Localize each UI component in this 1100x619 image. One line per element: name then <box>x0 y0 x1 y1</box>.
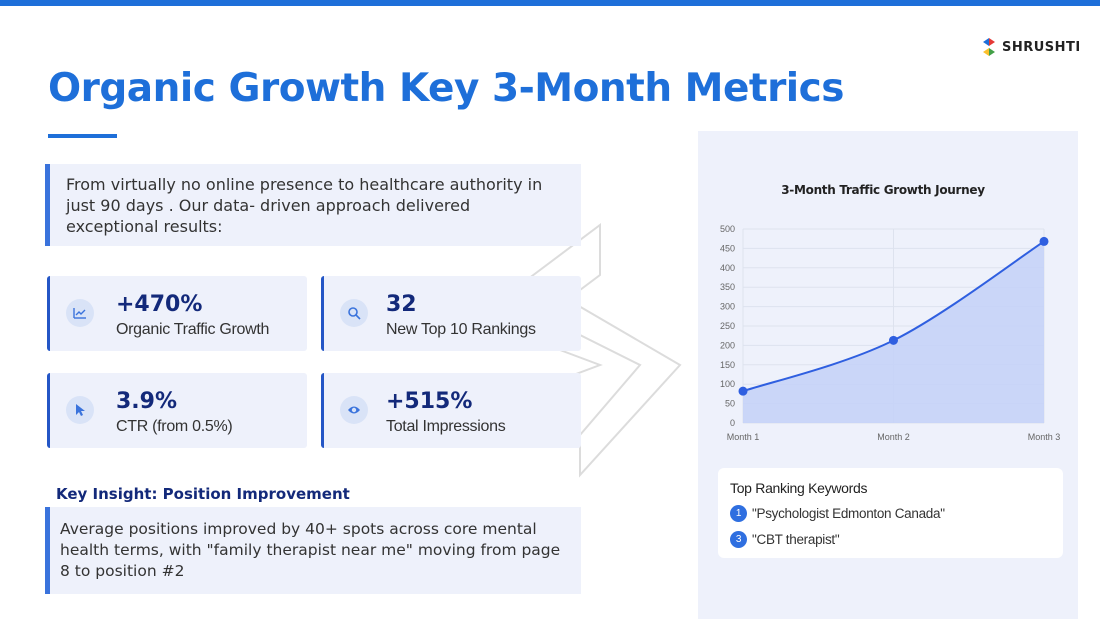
metric-card-impressions: +515% Total Impressions <box>321 373 581 448</box>
top-accent-bar <box>0 0 1100 6</box>
metric-card-rankings: 32 New Top 10 Rankings <box>321 276 581 351</box>
y-tick-label: 500 <box>720 224 735 234</box>
metric-value: 32 <box>386 292 417 317</box>
y-tick-label: 400 <box>720 263 735 273</box>
brand-logo: SHRUSHTI <box>980 36 1081 58</box>
search-icon <box>340 299 368 327</box>
brand-name: SHRUSHTI <box>1002 39 1081 55</box>
metric-label: Total Impressions <box>386 418 506 435</box>
keyword-text: "CBT therapist" <box>752 531 840 547</box>
x-tick-label: Month 2 <box>877 432 910 442</box>
top-keywords-card: Top Ranking Keywords 1 "Psychologist Edm… <box>718 468 1063 558</box>
cursor-icon <box>66 396 94 424</box>
data-point <box>889 335 898 345</box>
trend-chart-icon <box>66 299 94 327</box>
insight-title: Key Insight: Position Improvement <box>56 485 350 503</box>
metric-value: +470% <box>116 292 203 317</box>
y-tick-label: 100 <box>720 379 735 389</box>
chart-title: 3-Month Traffic Growth Journey <box>781 183 985 197</box>
title-underline <box>48 134 117 138</box>
traffic-growth-chart: 0 50 100 150 200 250 300 350 400 450 500 Month 1 Mon… <box>720 224 1061 442</box>
metric-label: New Top 10 Rankings <box>386 321 536 338</box>
data-point <box>1039 236 1049 246</box>
y-tick-label: 50 <box>725 399 735 409</box>
metric-label: CTR (from 0.5%) <box>116 418 233 435</box>
brand-logo-icon <box>983 38 995 56</box>
metric-card-ctr: 3.9% CTR (from 0.5%) <box>47 373 307 448</box>
keyword-item: 1 "Psychologist Edmonton Canada" <box>730 500 1063 526</box>
eye-icon <box>340 396 368 424</box>
keyword-rank-badge: 3 <box>730 530 747 548</box>
x-tick-label: Month 3 <box>1028 432 1061 442</box>
metric-card-traffic: +470% Organic Traffic Growth <box>47 276 307 351</box>
metric-value: +515% <box>386 389 473 414</box>
intro-text: From virtually no online presence to hea… <box>45 164 581 246</box>
series-area <box>743 241 1044 423</box>
keyword-text: "Psychologist Edmonton Canada" <box>752 505 945 521</box>
y-tick-label: 0 <box>730 418 735 428</box>
y-tick-label: 450 <box>720 243 735 253</box>
y-tick-label: 350 <box>720 282 735 292</box>
y-tick-label: 150 <box>720 360 735 370</box>
y-tick-label: 200 <box>720 340 735 350</box>
metric-label: Organic Traffic Growth <box>116 321 270 338</box>
keywords-title: Top Ranking Keywords <box>730 480 868 496</box>
y-tick-label: 250 <box>720 321 735 331</box>
data-point <box>738 386 748 396</box>
keyword-item: 3 "CBT therapist" <box>730 526 1063 552</box>
insight-text: Average positions improved by 40+ spots … <box>45 507 581 594</box>
x-tick-label: Month 1 <box>727 432 760 442</box>
page-title: Organic Growth Key 3-Month Metrics <box>48 66 845 111</box>
chart-panel: 3-Month Traffic Growth Journey 0 50 100 150… <box>698 131 1078 619</box>
y-tick-label: 300 <box>720 302 735 312</box>
keyword-rank-badge: 1 <box>730 504 747 522</box>
metric-value: 3.9% <box>116 389 178 414</box>
